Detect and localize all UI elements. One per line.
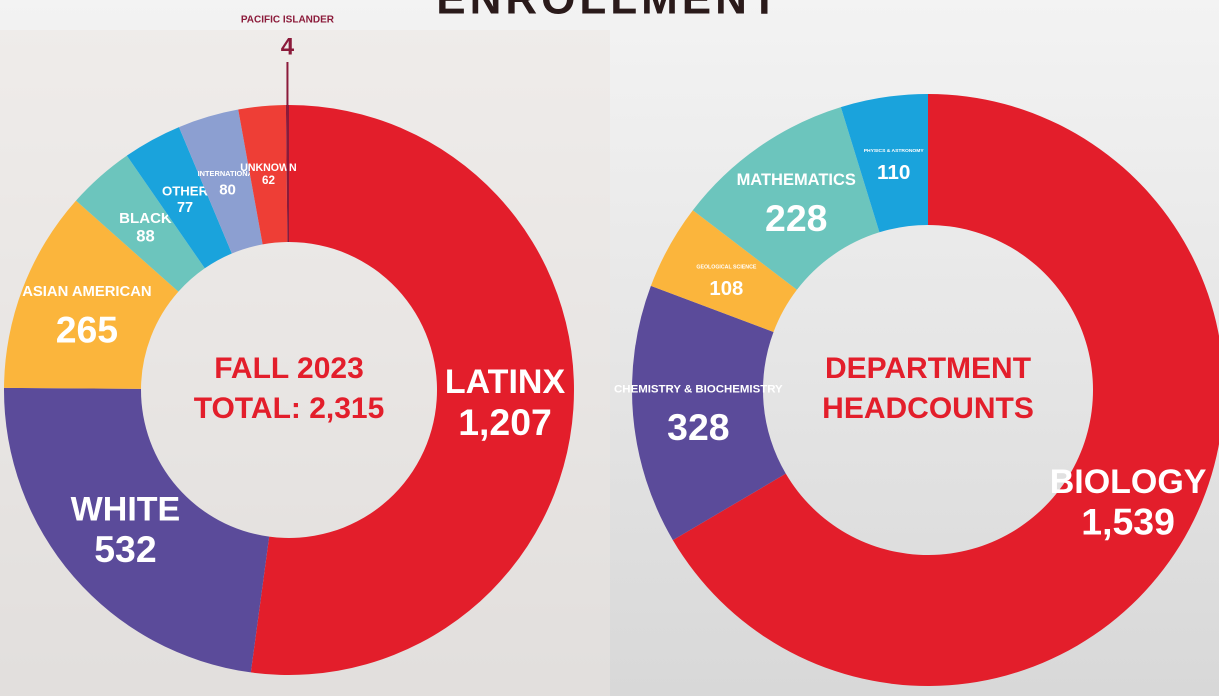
slice-label: MATHEMATICS (737, 171, 856, 189)
slice-value: 228 (765, 197, 827, 239)
slice-label: BIOLOGY (1050, 463, 1207, 501)
slice-value: 4 (281, 33, 295, 60)
center-label: HEADCOUNTS (822, 392, 1034, 425)
slice-label: PHYSICS & ASTRONOMY (864, 148, 925, 154)
infographic: ENROLLMENT LATINX1,207 WHITE532 ASIAN AMER… (0, 0, 1219, 696)
slice-value: 110 (877, 161, 910, 184)
slice-value: 80 (219, 182, 236, 199)
slice-value: 1,207 (458, 401, 552, 443)
center-label: FALL 2023 (214, 352, 364, 385)
center-label: DEPARTMENT (825, 352, 1031, 385)
center-label: TOTAL: 2,315 (194, 392, 385, 425)
slice-value: 62 (262, 174, 275, 187)
slice-value: 532 (94, 528, 156, 570)
slice-value: 1,539 (1081, 501, 1175, 543)
slice-value: 88 (136, 226, 154, 245)
slice-value: 265 (56, 309, 118, 351)
slice-label: GEOLOGICAL SCIENCE (696, 265, 756, 271)
page-title: ENROLLMENT (436, 0, 782, 24)
slice-value: 77 (177, 200, 193, 216)
slice-value: 328 (667, 406, 729, 448)
slice-label: WHITE (71, 490, 181, 528)
slice-label: ASIAN AMERICAN (22, 284, 151, 300)
slice-label: LATINX (445, 363, 566, 401)
slice-label: CHEMISTRY & BIOCHEMISTRY (614, 383, 783, 395)
slice-value: 108 (709, 278, 743, 300)
slice-label: BLACK (119, 210, 172, 227)
slice-label: PACIFIC ISLANDER (241, 15, 335, 26)
slice-label: OTHER (162, 184, 209, 199)
